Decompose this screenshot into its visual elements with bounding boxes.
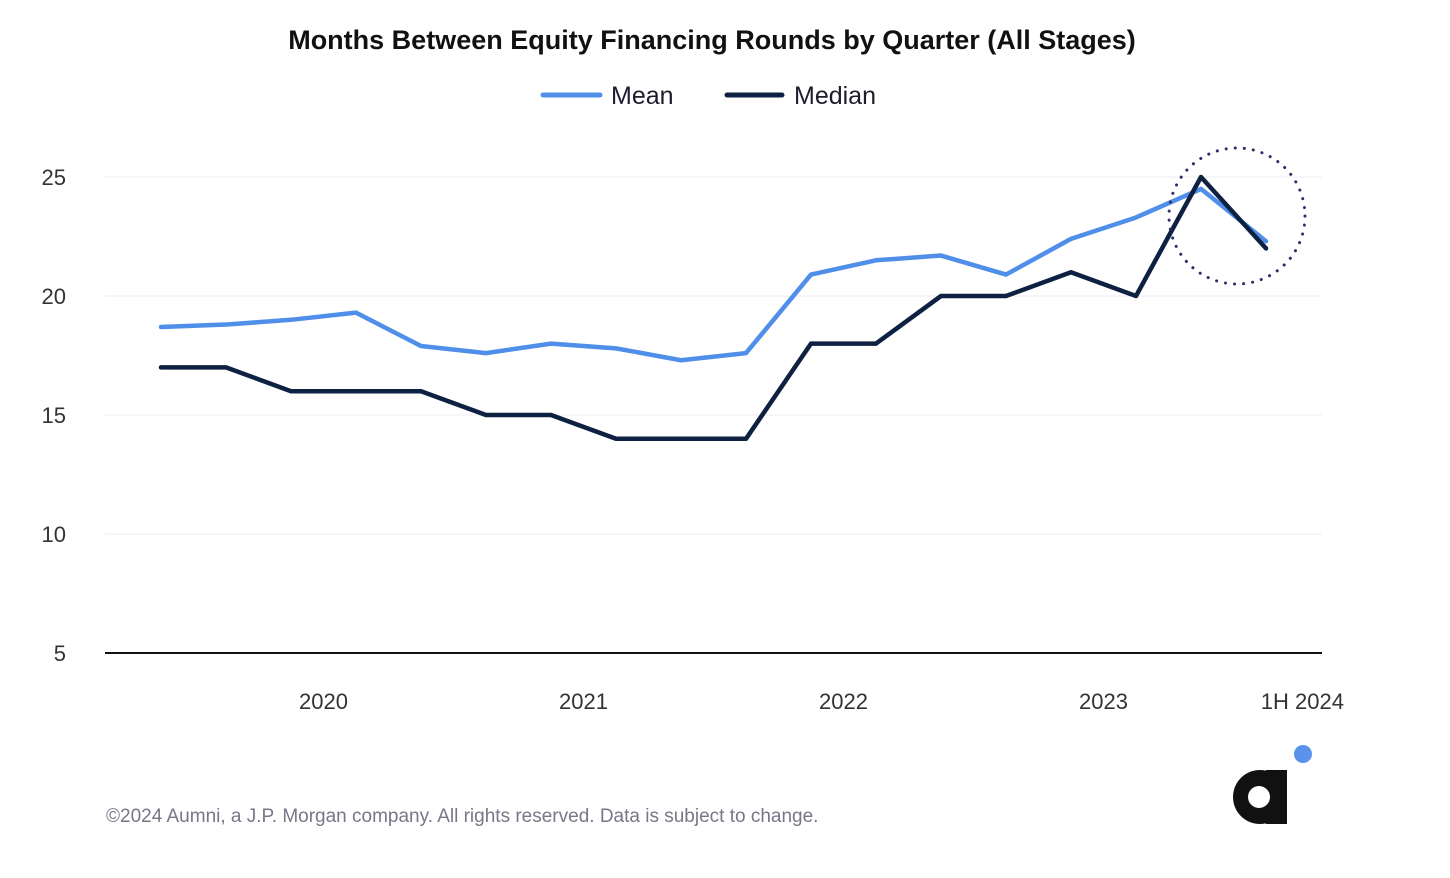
data-point-mean	[679, 358, 683, 363]
data-point-mean	[354, 310, 358, 315]
x-tick-label: 1H 2024	[1261, 689, 1344, 714]
data-point-mean	[484, 351, 488, 356]
data-point-mean	[289, 317, 293, 322]
data-point-median	[419, 389, 423, 394]
data-point-median	[159, 365, 163, 370]
y-tick-label: 5	[54, 641, 66, 666]
x-axis-ticks: 2020 2021 2022 2023 1H 2024	[299, 689, 1344, 714]
data-point-median	[679, 436, 683, 441]
data-point-median	[614, 436, 618, 441]
gridlines	[105, 176, 1322, 535]
x-tick-label: 2022	[819, 689, 868, 714]
legend-label-mean: Mean	[611, 82, 674, 110]
series-line-mean	[158, 186, 1269, 363]
data-point-mean	[1199, 186, 1203, 191]
data-point-median	[939, 294, 943, 298]
data-point-mean	[809, 272, 813, 277]
data-point-mean	[419, 343, 423, 348]
data-point-median	[809, 341, 813, 346]
data-point-median	[1069, 270, 1073, 275]
legend-label-median: Median	[794, 82, 876, 110]
data-point-mean	[159, 324, 163, 329]
data-point-median	[484, 413, 488, 417]
y-tick-label: 20	[42, 284, 66, 309]
data-point-mean	[549, 341, 553, 346]
aumni-logo	[1233, 745, 1312, 824]
data-point-median	[1264, 246, 1268, 251]
y-axis-ticks: 5 10 15 20 25	[42, 165, 66, 666]
data-point-median	[549, 413, 553, 417]
x-tick-label: 2020	[299, 689, 348, 714]
y-tick-label: 25	[42, 165, 66, 190]
data-point-mean	[744, 351, 748, 356]
y-tick-label: 10	[42, 522, 66, 547]
data-point-mean	[939, 253, 943, 258]
data-point-median	[224, 365, 228, 370]
data-point-median	[744, 436, 748, 441]
aumni-logo-glyph	[1233, 770, 1287, 824]
series-line-median	[158, 174, 1269, 442]
data-point-median	[1134, 294, 1138, 298]
series-lines	[158, 174, 1269, 442]
data-point-mean	[1264, 239, 1268, 244]
data-point-median	[289, 389, 293, 394]
data-point-mean	[1134, 215, 1138, 220]
highlight-annotation-circle	[1167, 146, 1307, 286]
data-point-median	[1199, 175, 1203, 179]
chart-title: Months Between Equity Financing Rounds b…	[288, 25, 1136, 55]
data-point-mean	[614, 346, 618, 351]
footer-copyright: ©2024 Aumni, a J.P. Morgan company. All …	[106, 806, 818, 827]
data-point-mean	[1069, 236, 1073, 241]
x-tick-label: 2021	[559, 689, 608, 714]
data-point-mean	[1004, 272, 1008, 277]
data-point-mean	[224, 322, 228, 327]
data-point-median	[874, 341, 878, 346]
y-tick-label: 15	[42, 403, 66, 428]
x-tick-label: 2023	[1079, 689, 1128, 714]
data-point-median	[354, 389, 358, 394]
legend: Mean Median	[540, 82, 876, 110]
data-point-mean	[874, 258, 878, 263]
data-point-median	[1004, 294, 1008, 298]
aumni-logo-dot	[1294, 745, 1312, 763]
